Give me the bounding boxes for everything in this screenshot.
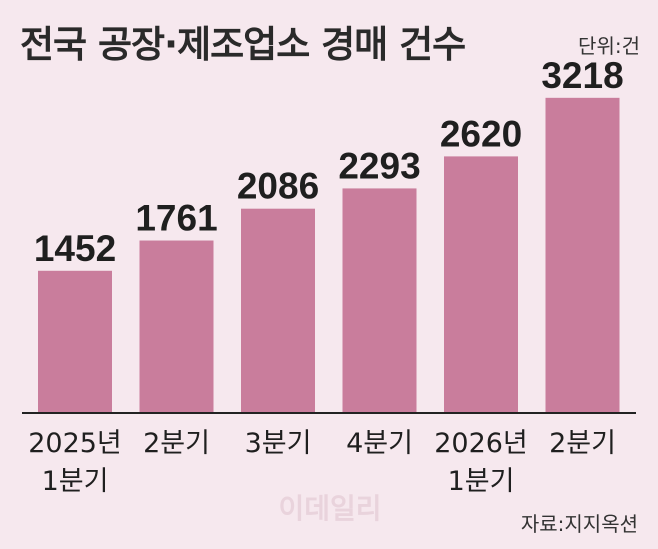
bar-3 [241,208,315,413]
x-tick-label: 2025년 [28,428,122,459]
bar-1 [38,270,112,413]
x-tick-label: 2분기 [549,428,616,459]
bar-value-label: 2086 [237,166,319,207]
x-tick-label: 4분기 [346,428,413,459]
x-tick-label: 2026년 [434,428,528,459]
bar-5 [444,156,518,414]
bar-6 [545,97,620,414]
x-tick-label: 2분기 [143,428,210,459]
x-tick-label: 1분기 [448,466,515,497]
unit-label: 단위:건 [578,34,640,58]
chart-title: 전국 공장·제조업소 경매 건수 [20,23,466,66]
watermark: 이데일리 [278,492,381,525]
bar-value-label: 3218 [541,55,623,96]
bar-4 [342,188,417,413]
bar-2 [139,240,214,413]
x-tick-label: 1분기 [42,466,109,497]
bar-value-label: 2620 [440,113,522,154]
x-tick-label: 3분기 [245,428,312,459]
bar-value-label: 2293 [338,145,420,186]
bar-value-label: 1452 [34,228,116,269]
source-label: 자료:지지옥션 [520,512,638,536]
bar-value-label: 1761 [135,198,217,239]
